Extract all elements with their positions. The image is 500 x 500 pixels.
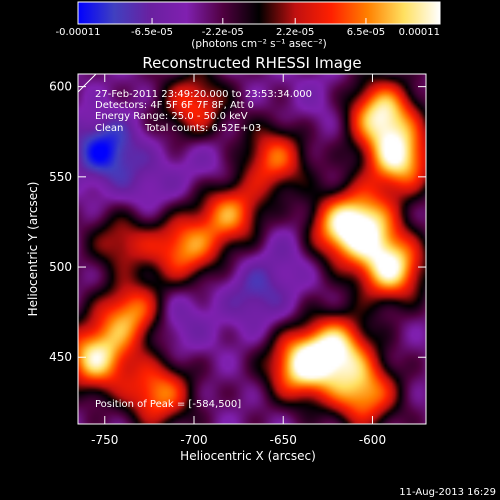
- x-axis: -750 -700 -650 -600: [91, 74, 386, 447]
- y-tick-label: 550: [49, 170, 72, 184]
- heatmap-image: [78, 74, 426, 424]
- colorbar-tick-label: 6.5e-05: [347, 27, 385, 38]
- annotation-energy: Energy Range: 25.0 - 50.0 keV: [95, 111, 248, 122]
- plot-frame: [77, 73, 427, 425]
- colorbar-tick-label: 0.00011: [399, 27, 440, 38]
- y-axis-label: Heliocentric Y (arcsec): [26, 182, 40, 317]
- annotation-detectors: Detectors: 4F 5F 6F 7F 8F, Att 0: [95, 100, 254, 111]
- colorbar-tick-label: 2.2e-05: [276, 27, 314, 38]
- y-tick-label: 450: [49, 350, 72, 364]
- annotation-counts: Total counts: 6.52E+03: [144, 123, 261, 134]
- y-axis: 450 500 550 600: [49, 80, 426, 364]
- chart-title: Reconstructed RHESSI Image: [142, 54, 361, 72]
- x-tick-label: -650: [270, 433, 297, 447]
- y-tick-label: 600: [49, 80, 72, 94]
- colorbar-tick-label: -6.5e-05: [131, 27, 173, 38]
- x-tick-label: -700: [180, 433, 207, 447]
- y-tick-label: 500: [49, 260, 72, 274]
- annotation-peak: Position of Peak = [-584,500]: [95, 399, 241, 410]
- colorbar-ticks: -0.00011 -6.5e-05 -2.2e-05 2.2e-05 6.5e-05 0.…: [56, 18, 441, 38]
- x-axis-label: Heliocentric X (arcsec): [180, 449, 316, 463]
- annotation-time: 27-Feb-2011 23:49:20.000 to 23:53:34.000: [95, 89, 312, 100]
- annotation-algorithm: Clean: [95, 123, 123, 134]
- timestamp: 11-Aug-2013 16:29: [399, 487, 496, 498]
- colorbar: [77, 1, 441, 25]
- x-tick-label: -750: [91, 433, 118, 447]
- colorbar-units: (photons cm⁻² s⁻¹ asec⁻²): [191, 38, 326, 50]
- colorbar-tick-label: -2.2e-05: [202, 27, 244, 38]
- x-tick-label: -600: [359, 433, 386, 447]
- colorbar-tick-label: -0.00011: [56, 27, 101, 38]
- corner-mark: [77, 73, 97, 93]
